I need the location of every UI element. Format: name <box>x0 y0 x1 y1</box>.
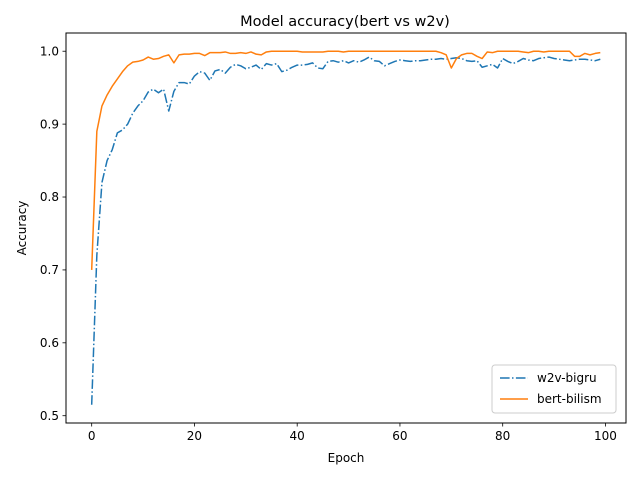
axes-frame <box>65 32 627 424</box>
y-axis: 0.5 0.6 0.7 0.8 0.9 1.0 <box>40 44 66 423</box>
legend-label-bert-bilism: bert-bilism <box>537 392 602 406</box>
x-axis: 0 20 40 60 80 100 <box>88 423 617 443</box>
x-tick-label: 40 <box>290 429 305 443</box>
plot-area <box>90 50 601 405</box>
chart-title: Model accuracy(bert vs w2v) <box>240 14 450 30</box>
y-tick-label: 0.8 <box>40 190 59 204</box>
y-tick-label: 0.5 <box>40 409 59 423</box>
x-tick-label: 80 <box>495 429 510 443</box>
series-line-w2v-bigru <box>90 56 601 405</box>
x-tick-label: 100 <box>594 429 617 443</box>
x-axis-label: Epoch <box>328 451 365 465</box>
y-tick-label: 0.7 <box>40 263 59 277</box>
series-line-bert-bilism <box>90 50 601 270</box>
legend-box <box>491 364 617 414</box>
y-tick-label: 0.9 <box>40 117 59 131</box>
x-tick-label: 20 <box>187 429 202 443</box>
legend-label-w2v-bigru: w2v-bigru <box>537 371 597 385</box>
x-tick-label: 60 <box>392 429 407 443</box>
y-tick-label: 0.6 <box>40 336 59 350</box>
y-tick-label: 1.0 <box>40 44 59 58</box>
x-tick-label: 0 <box>88 429 96 443</box>
legend: w2v-bigru bert-bilism <box>491 364 617 414</box>
y-axis-label: Accuracy <box>15 201 29 256</box>
